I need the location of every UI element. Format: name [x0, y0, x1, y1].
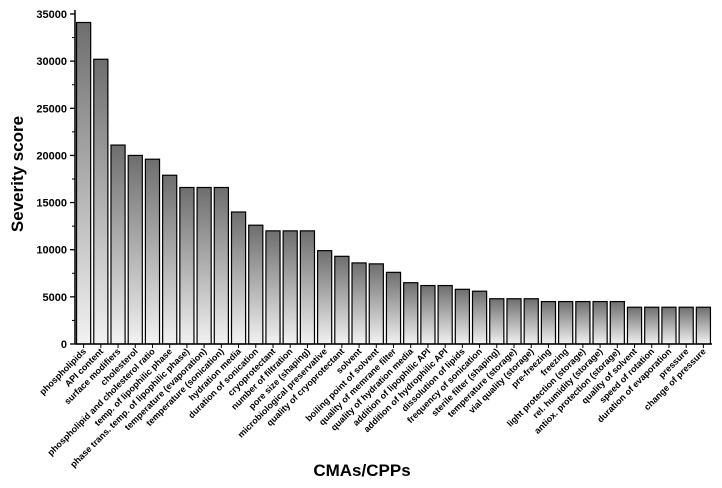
- bar: [127, 154, 143, 345]
- bar: [575, 300, 591, 345]
- y-tick-label: 5000: [43, 292, 67, 304]
- y-tick-label: 15000: [36, 198, 67, 210]
- bar: [661, 306, 677, 345]
- bar: [420, 284, 436, 345]
- bar: [351, 262, 367, 345]
- y-axis-title: Severity score: [8, 116, 27, 232]
- y-tick-label: 10000: [36, 245, 67, 257]
- y-tick-labels: 0 5000 10000 15000 20000 25000 30000 35000: [36, 9, 67, 351]
- bar: [385, 271, 402, 345]
- bar: [695, 306, 712, 345]
- bar: [299, 230, 316, 345]
- bar: [557, 300, 574, 345]
- y-tick-label: 0: [61, 339, 67, 351]
- bar: [540, 300, 557, 345]
- y-tick-label: 25000: [36, 103, 67, 115]
- y-tick-label: 20000: [36, 150, 67, 162]
- bars-group: [75, 21, 712, 345]
- bar: [454, 288, 471, 345]
- bar: [644, 306, 660, 345]
- bar: [162, 174, 178, 345]
- bar: [265, 230, 281, 345]
- bar: [144, 158, 161, 345]
- bar: [230, 211, 247, 345]
- y-tick-label: 30000: [36, 56, 67, 68]
- bar: [609, 300, 625, 345]
- bar: [471, 290, 488, 345]
- bar: [334, 255, 350, 345]
- bar: [368, 263, 384, 345]
- bar: [403, 282, 419, 345]
- bar: [437, 284, 453, 345]
- bar: [75, 21, 92, 345]
- bar: [93, 58, 109, 345]
- bar: [678, 306, 694, 345]
- bar: [213, 186, 229, 345]
- bar: [626, 306, 643, 345]
- bar: [248, 224, 264, 345]
- bar: [506, 298, 522, 345]
- bar: [523, 298, 539, 345]
- bar: [179, 186, 195, 345]
- bar: [489, 298, 505, 345]
- bar: [316, 250, 333, 345]
- bar: [282, 230, 298, 345]
- y-tick-label: 35000: [36, 9, 67, 21]
- bar: [110, 144, 126, 345]
- axes-group: [70, 10, 712, 348]
- x-axis-title: CMAs/CPPs: [313, 461, 410, 480]
- bar: [196, 186, 212, 345]
- bar: [592, 300, 608, 345]
